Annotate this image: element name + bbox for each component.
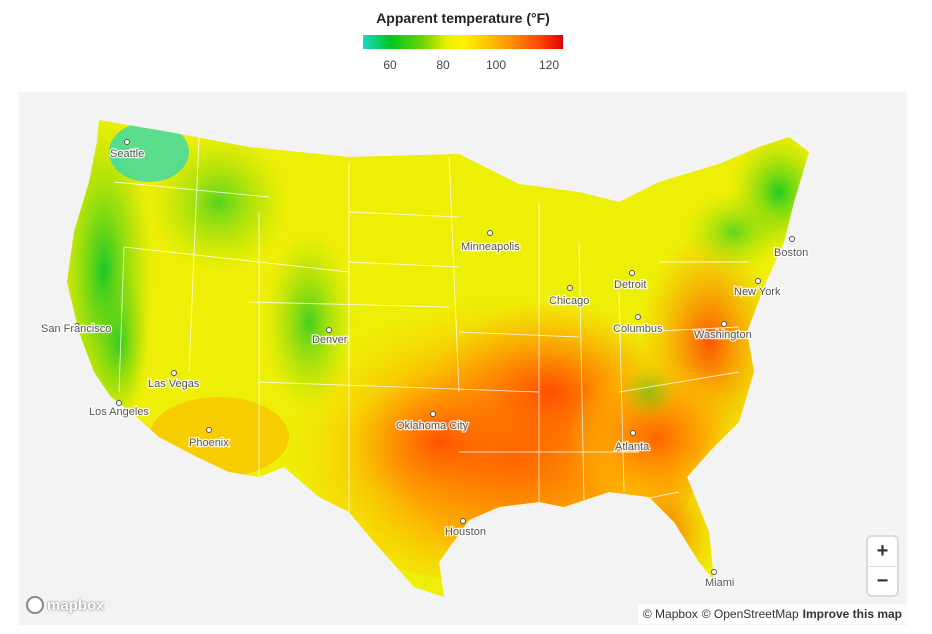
svg-text:Columbus: Columbus [613, 323, 663, 335]
map-canvas[interactable]: Seattle San Francisco Los Angeles Las Ve… [19, 92, 907, 625]
temperature-map[interactable]: Seattle San Francisco Los Angeles Las Ve… [19, 92, 907, 625]
svg-text:Minneapolis: Minneapolis [461, 241, 520, 253]
svg-text:Los Angeles: Los Angeles [89, 406, 149, 418]
improve-map-link[interactable]: Improve this map [802, 607, 902, 621]
svg-text:Las Vegas: Las Vegas [148, 378, 200, 390]
city-miami[interactable]: Miami [704, 569, 736, 590]
svg-text:Miami: Miami [705, 577, 734, 589]
city-detroit[interactable]: Detroit [613, 270, 648, 292]
svg-text:Chicago: Chicago [549, 295, 589, 307]
legend-title: Apparent temperature (°F) [376, 10, 550, 26]
svg-text:San Francisco: San Francisco [41, 323, 111, 335]
city-atlanta[interactable]: Atlanta [614, 430, 651, 454]
legend-color-bar [363, 35, 563, 49]
svg-text:Detroit: Detroit [614, 279, 646, 291]
city-las-vegas[interactable]: Las Vegas [147, 370, 201, 391]
legend-tick-60: 60 [383, 58, 397, 72]
city-oklahoma-city[interactable]: Oklahoma City [395, 411, 470, 433]
svg-text:Atlanta: Atlanta [615, 441, 650, 453]
svg-text:Phoenix: Phoenix [189, 437, 229, 449]
zoom-in-button[interactable]: + [876, 540, 889, 562]
legend-tick-80: 80 [436, 58, 450, 72]
state-borders [113, 136, 749, 513]
city-chicago[interactable]: Chicago [548, 285, 591, 308]
legend-tick-100: 100 [485, 58, 507, 72]
mapbox-logo[interactable]: mapbox [26, 596, 105, 614]
mapbox-logo-text: mapbox [47, 596, 105, 614]
attribution-osm-link[interactable]: © OpenStreetMap [701, 607, 799, 621]
city-boston[interactable]: Boston [773, 236, 810, 260]
city-phoenix[interactable]: Phoenix [188, 427, 231, 450]
attribution-mapbox-link[interactable]: © Mapbox [642, 607, 698, 621]
legend-tick-120: 120 [538, 58, 560, 72]
svg-text:Washington: Washington [694, 329, 752, 341]
city-houston[interactable]: Houston [444, 518, 487, 539]
svg-text:Seattle: Seattle [110, 148, 144, 160]
svg-text:Boston: Boston [774, 247, 808, 259]
svg-text:New York: New York [734, 286, 781, 298]
city-minneapolis[interactable]: Minneapolis [460, 230, 521, 254]
svg-text:Denver: Denver [312, 334, 348, 346]
city-washington[interactable]: Washington [693, 321, 753, 342]
legend: Apparent temperature (°F) 60 80 100 120 [0, 0, 932, 92]
city-markers: Seattle San Francisco Los Angeles Las Ve… [40, 139, 810, 590]
city-columbus[interactable]: Columbus [612, 314, 664, 336]
map-attribution: © Mapbox © OpenStreetMap Improve this ma… [637, 604, 907, 624]
mapbox-logo-icon [26, 596, 44, 614]
city-los-angeles[interactable]: Los Angeles [88, 400, 151, 419]
city-seattle[interactable]: Seattle [109, 139, 146, 161]
svg-text:Oklahoma City: Oklahoma City [396, 420, 469, 432]
svg-text:Houston: Houston [445, 526, 486, 538]
city-denver[interactable]: Denver [311, 327, 349, 347]
city-san-francisco[interactable]: San Francisco [40, 322, 113, 337]
city-new-york[interactable]: New York [733, 278, 782, 299]
zoom-out-button[interactable]: − [868, 566, 897, 595]
zoom-controls: + − [868, 537, 897, 595]
